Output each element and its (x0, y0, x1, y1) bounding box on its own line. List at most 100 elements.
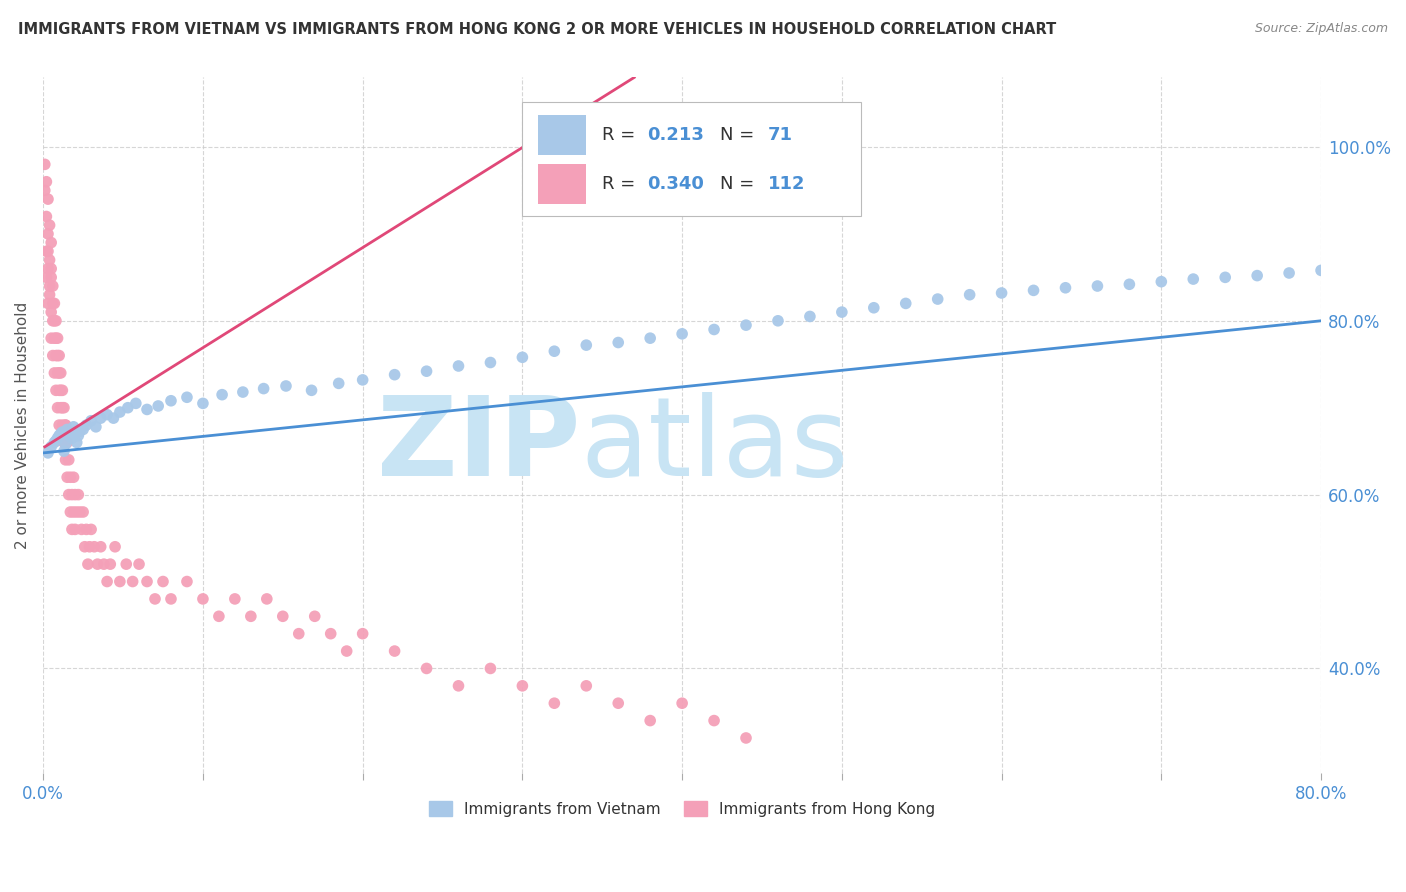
Point (39, 270, 62, 285)
Point (58, 453, 80, 467)
Point (46, 366, 69, 380)
Point (51, 384, 73, 398)
Point (191, 591, 214, 606)
Point (37, 296, 59, 310)
Point (45, 314, 67, 328)
Point (136, 574, 159, 589)
Point (48, 366, 70, 380)
Point (42, 279, 65, 293)
Point (104, 540, 127, 554)
Point (51, 401, 73, 415)
Point (44, 296, 66, 310)
Point (60, 488, 83, 502)
Point (117, 401, 139, 415)
Point (39, 305, 62, 319)
Point (46, 401, 69, 415)
Text: atlas: atlas (579, 392, 848, 500)
Point (34, 157, 56, 171)
Point (77, 557, 100, 571)
Point (51, 425, 73, 439)
Y-axis label: 2 or more Vehicles in Household: 2 or more Vehicles in Household (15, 301, 30, 549)
Point (35, 175, 58, 189)
Point (239, 609, 262, 624)
Point (42, 296, 65, 310)
Point (44, 435, 66, 450)
Point (38, 252, 60, 267)
Point (90, 540, 112, 554)
Point (56, 422, 79, 436)
Point (42, 314, 65, 328)
Point (1310, 263, 1333, 277)
Point (35, 244, 58, 259)
Text: N =: N = (720, 126, 761, 145)
Point (46, 431, 69, 445)
Point (59, 425, 82, 439)
Point (1054, 281, 1077, 295)
Point (44, 314, 66, 328)
Point (34, 183, 56, 197)
Point (45, 331, 67, 345)
Point (42, 349, 65, 363)
Point (638, 714, 661, 728)
Point (37, 261, 59, 276)
Text: ZIP: ZIP (377, 392, 579, 500)
Point (84, 420, 107, 434)
Point (73, 540, 96, 554)
Point (108, 405, 131, 419)
Point (39, 235, 62, 250)
Point (98, 557, 121, 571)
Point (125, 396, 148, 410)
Point (253, 382, 276, 396)
Point (1087, 279, 1109, 293)
Point (191, 396, 214, 410)
Point (66, 505, 89, 519)
Point (703, 322, 725, 336)
Point (143, 591, 166, 606)
Point (52, 444, 75, 458)
Point (1246, 268, 1268, 283)
Point (959, 287, 981, 301)
Point (735, 731, 758, 745)
Point (45, 349, 67, 363)
Point (894, 296, 917, 310)
Point (56, 470, 79, 484)
Point (176, 574, 198, 589)
Point (607, 335, 630, 350)
Point (575, 679, 598, 693)
Point (415, 661, 437, 675)
Point (56, 435, 79, 450)
Point (48, 349, 70, 363)
Point (176, 390, 198, 404)
Point (1118, 277, 1140, 292)
Point (224, 591, 246, 606)
Point (1150, 275, 1173, 289)
Point (108, 574, 131, 589)
Point (38, 218, 60, 232)
Point (148, 399, 170, 413)
Point (45, 434, 67, 448)
Point (103, 411, 125, 425)
Point (319, 626, 342, 640)
Point (37, 227, 59, 241)
Point (67, 488, 90, 502)
Point (35, 270, 58, 285)
Point (152, 574, 174, 589)
Point (927, 292, 949, 306)
Point (304, 609, 326, 624)
Point (1182, 272, 1205, 286)
Point (232, 385, 254, 400)
Point (575, 338, 598, 352)
Point (59, 470, 82, 484)
Point (48, 418, 70, 433)
Point (55, 418, 77, 433)
Point (49, 426, 72, 441)
Point (69, 505, 91, 519)
Text: 0.340: 0.340 (648, 175, 704, 193)
Point (415, 364, 437, 378)
Point (160, 591, 183, 606)
Legend: Immigrants from Vietnam, Immigrants from Hong Kong: Immigrants from Vietnam, Immigrants from… (422, 793, 943, 824)
Point (44, 366, 66, 380)
Point (37, 244, 59, 259)
Point (799, 310, 821, 324)
Point (479, 661, 502, 675)
